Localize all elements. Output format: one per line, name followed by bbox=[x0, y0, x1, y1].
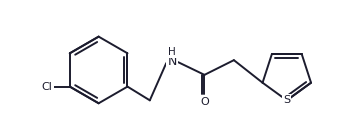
Text: Cl: Cl bbox=[42, 82, 53, 92]
Text: H: H bbox=[168, 47, 176, 57]
Text: S: S bbox=[283, 95, 290, 105]
Text: N: N bbox=[168, 55, 177, 68]
Text: O: O bbox=[200, 97, 209, 107]
